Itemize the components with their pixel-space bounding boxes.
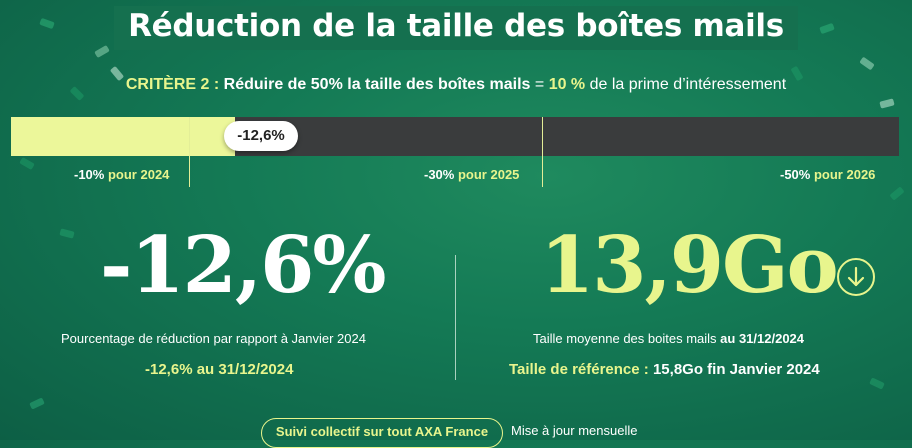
milestone-label-2025: -30% pour 2025 bbox=[424, 167, 519, 182]
mailbox-size-caption: Taille moyenne des boites mails au 31/12… bbox=[533, 331, 804, 346]
mailbox-size-caption-date: au 31/12/2024 bbox=[720, 331, 805, 346]
confetti-piece bbox=[879, 98, 895, 109]
confetti-piece bbox=[59, 228, 75, 239]
section-divider bbox=[455, 255, 456, 380]
reduction-percentage-value: -12,6% bbox=[100, 220, 386, 311]
criterion-line: CRITÈRE 2 : Réduire de 50% la taille des… bbox=[0, 76, 912, 94]
criterion-goal: Réduire de 50% la taille des boîtes mail… bbox=[223, 76, 531, 93]
reduction-detail: -12,6% au 31/12/2024 bbox=[145, 361, 294, 378]
criterion-bonus-text: de la prime d’intéressement bbox=[589, 76, 787, 93]
milestone-label-2024: -10% pour 2024 bbox=[74, 167, 169, 182]
reference-size-line: Taille de référence : 15,8Go fin Janvier… bbox=[509, 361, 820, 378]
milestone-value: -10% bbox=[74, 167, 105, 182]
criterion-equals: = bbox=[534, 76, 545, 93]
mailbox-size-value: 13,9Go bbox=[540, 220, 839, 311]
collective-tracking-badge: Suivi collectif sur tout AXA France bbox=[261, 418, 503, 448]
criterion-bonus-value: 10 % bbox=[548, 76, 586, 93]
milestone-tick-2025 bbox=[542, 117, 543, 187]
mailbox-size-caption-text: Taille moyenne des boites mails bbox=[533, 331, 717, 346]
reference-size-value: 15,8Go fin Janvier 2024 bbox=[652, 361, 820, 378]
progress-bar bbox=[11, 117, 899, 156]
reference-size-label: Taille de référence : bbox=[509, 361, 649, 378]
confetti-piece bbox=[29, 397, 45, 410]
progress-current-badge: -12,6% bbox=[224, 121, 298, 151]
update-frequency-note: Mise à jour mensuelle bbox=[511, 423, 638, 438]
criterion-label: CRITÈRE 2 : bbox=[125, 76, 220, 93]
milestone-period: pour 2025 bbox=[457, 167, 520, 182]
milestone-value: -50% bbox=[780, 167, 811, 182]
confetti-piece bbox=[19, 156, 35, 171]
milestone-period: pour 2024 bbox=[107, 167, 170, 182]
progress-bar-fill bbox=[11, 117, 235, 156]
milestone-period: pour 2026 bbox=[813, 167, 876, 182]
reduction-caption: Pourcentage de réduction par rapport à J… bbox=[61, 331, 366, 346]
milestone-tick-2024 bbox=[189, 117, 190, 187]
milestone-value: -30% bbox=[424, 167, 455, 182]
confetti-piece bbox=[889, 186, 905, 201]
confetti-piece bbox=[859, 56, 875, 71]
milestone-label-2026: -50% pour 2026 bbox=[780, 167, 875, 182]
title-container: Réduction de la taille des boîtes mails bbox=[0, 6, 912, 50]
arrow-down-circle-icon bbox=[837, 258, 875, 296]
confetti-piece bbox=[869, 377, 885, 390]
page-title: Réduction de la taille des boîtes mails bbox=[114, 6, 798, 50]
